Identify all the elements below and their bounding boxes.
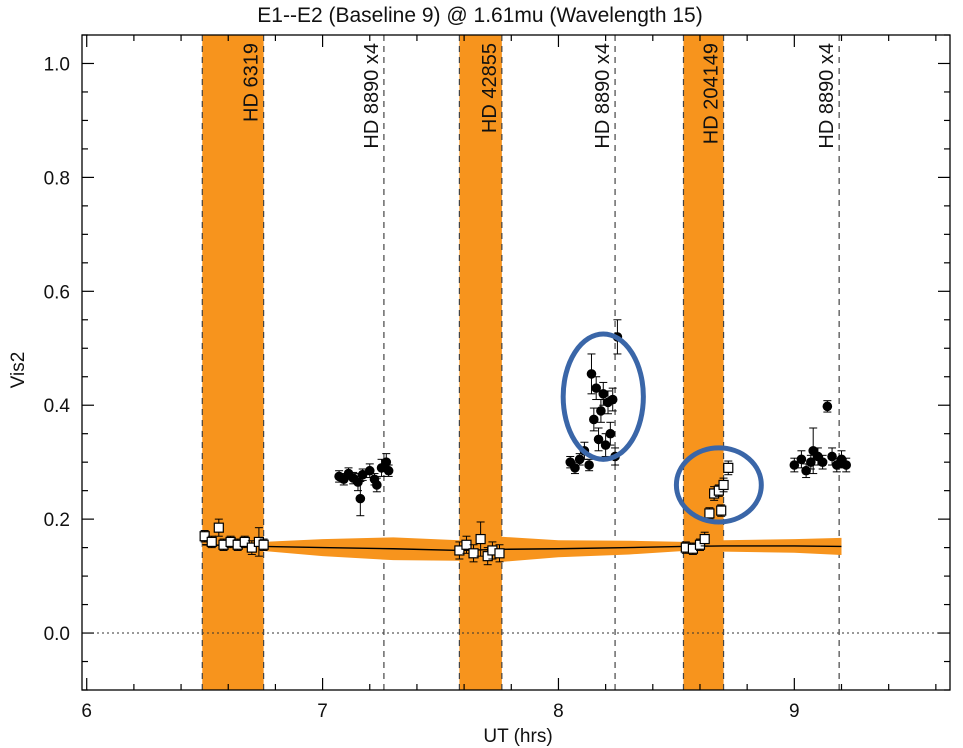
target-label: HD 8890 x4 <box>361 43 383 149</box>
data-point-open <box>718 479 729 491</box>
data-point-filled <box>574 454 585 465</box>
data-point-filled <box>383 465 394 476</box>
data-point-open <box>699 533 710 545</box>
data-point-filled <box>605 428 616 439</box>
data-point-filled <box>570 463 580 473</box>
calibrator-label: HD 6319 <box>241 43 263 122</box>
data-point-open <box>206 536 217 548</box>
axes-frame <box>81 34 951 691</box>
data-point-filled <box>596 406 606 416</box>
data-point-filled <box>796 454 807 465</box>
x-tick-label: 8 <box>553 701 564 722</box>
data-point-filled <box>598 389 609 399</box>
data-point-filled <box>600 440 611 450</box>
data-point-filled <box>355 493 366 504</box>
y-tick-label: 0.4 <box>44 396 71 417</box>
data-point-open <box>258 539 269 550</box>
target-label: HD 8890 x4 <box>816 43 838 149</box>
data-point-filled <box>589 414 599 425</box>
data-point-open <box>716 505 727 516</box>
data-point-filled <box>364 465 375 476</box>
highlight-ellipse <box>673 445 764 525</box>
data-point-filled <box>789 460 800 470</box>
calibrator-band <box>202 35 264 690</box>
calibrator-label: HD 42855 <box>479 43 501 133</box>
data-point-filled <box>822 401 833 412</box>
y-tick-label: 0.2 <box>44 510 70 531</box>
data-point-filled <box>357 469 368 480</box>
y-tick-label: 0.6 <box>44 282 70 303</box>
calibrator-band <box>459 35 502 690</box>
y-axis-label: Vis2 <box>8 352 29 389</box>
data-point-open <box>704 508 715 519</box>
data-point-filled <box>817 457 828 467</box>
calibrator-band <box>683 35 724 690</box>
data-point-open <box>239 536 250 548</box>
highlight-ellipse <box>560 331 646 462</box>
chart-title: E1--E2 (Baseline 9) @ 1.61mu (Wavelength… <box>257 4 702 27</box>
data-point-filled <box>801 465 811 476</box>
plot-area: HD 6319 HD 42855 HD 204149 HD 8890 x4 HD 889… <box>44 34 951 722</box>
data-point-filled <box>586 369 597 379</box>
data-point-filled <box>841 460 852 470</box>
data-point-filled <box>607 394 618 405</box>
data-point-open <box>494 548 505 559</box>
data-point-filled <box>591 383 601 393</box>
x-tick-label: 9 <box>789 701 800 722</box>
data-point-filled <box>827 451 837 462</box>
calibration-curve <box>202 544 842 552</box>
data-point-open <box>468 548 479 559</box>
data-point-open <box>454 545 465 556</box>
data-point-open <box>475 533 486 545</box>
data-point-open <box>246 542 257 553</box>
x-tick-label: 6 <box>81 701 92 722</box>
x-tick-label: 7 <box>317 701 328 722</box>
data-point-filled <box>372 480 382 490</box>
data-point-open <box>723 462 734 473</box>
target-label: HD 8890 x4 <box>592 43 614 149</box>
calibrator-label: HD 204149 <box>701 43 723 144</box>
data-point-filled <box>584 460 594 470</box>
data-point-filled <box>381 457 392 467</box>
data-point-filled <box>593 434 604 445</box>
data-point-open <box>213 522 224 533</box>
y-tick-label: 0.8 <box>44 168 70 189</box>
x-axis-label: UT (hrs) <box>483 726 552 747</box>
y-tick-label: 1.0 <box>44 54 70 75</box>
plot-interior: HD 6319 HD 42855 HD 204149 HD 8890 x4 HD 889… <box>82 35 950 690</box>
y-tick-label: 0.0 <box>44 624 70 645</box>
